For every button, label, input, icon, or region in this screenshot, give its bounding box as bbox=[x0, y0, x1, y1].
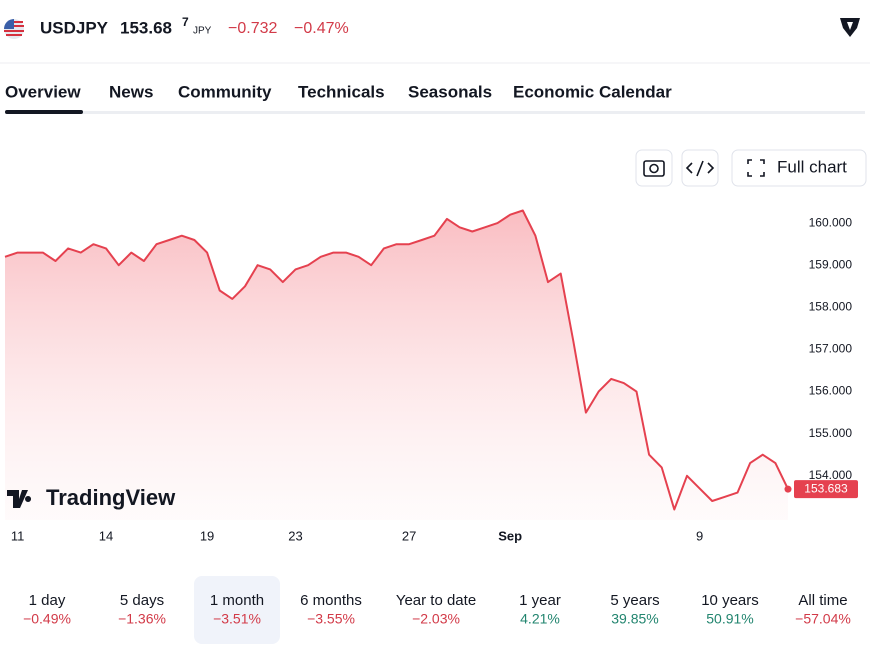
price-last-digit: 7 bbox=[182, 15, 189, 29]
currency: JPY bbox=[193, 26, 212, 37]
y-tick-label: 156.000 bbox=[809, 384, 853, 398]
period-change[interactable]: −3.55% bbox=[307, 611, 355, 627]
price-tag bbox=[794, 480, 858, 499]
y-tick-label: 160.000 bbox=[809, 215, 853, 229]
price: 153.68 bbox=[120, 18, 172, 37]
x-tick-label: Sep bbox=[498, 528, 522, 543]
x-tick-label: 19 bbox=[200, 528, 214, 543]
tab-track bbox=[5, 111, 865, 114]
tab[interactable]: News bbox=[109, 82, 153, 101]
price-line bbox=[4, 209, 789, 511]
tab[interactable]: Seasonals bbox=[408, 82, 492, 101]
embed-button[interactable] bbox=[681, 149, 719, 187]
selected-period-bg bbox=[194, 576, 280, 644]
y-tick-label: 159.000 bbox=[809, 257, 853, 271]
period-name[interactable]: 5 days bbox=[120, 592, 164, 609]
tab-active-underline bbox=[5, 110, 83, 114]
period-name[interactable]: 6 months bbox=[300, 592, 362, 609]
period-name[interactable]: 10 years bbox=[701, 592, 759, 609]
tab[interactable]: Economic Calendar bbox=[513, 82, 672, 101]
period-name[interactable]: 1 year bbox=[519, 592, 561, 609]
change: −0.732 bbox=[228, 20, 277, 37]
full-chart-label[interactable]: Full chart bbox=[777, 157, 847, 176]
watermark: TradingView bbox=[7, 485, 176, 510]
period-name[interactable]: Year to date bbox=[396, 592, 476, 609]
period-change[interactable]: −1.36% bbox=[118, 611, 166, 627]
tab[interactable]: Community bbox=[178, 82, 272, 101]
period-name[interactable]: 1 month bbox=[210, 592, 264, 609]
y-tick-label: 154.000 bbox=[809, 468, 853, 482]
tab[interactable]: Overview bbox=[5, 82, 81, 101]
watermark-text: TradingView bbox=[46, 485, 176, 510]
y-tick-label: 157.000 bbox=[809, 342, 853, 356]
x-tick-label: 23 bbox=[288, 528, 302, 543]
change-percent: −0.47% bbox=[294, 20, 349, 37]
y-tick-label: 155.000 bbox=[809, 426, 853, 440]
period-name[interactable]: 1 day bbox=[29, 592, 66, 609]
period-change[interactable]: 50.91% bbox=[706, 611, 753, 627]
x-tick-label: 27 bbox=[402, 528, 416, 543]
area bbox=[5, 210, 788, 520]
period-change[interactable]: −0.49% bbox=[23, 611, 71, 627]
period-name[interactable]: All time bbox=[798, 592, 847, 609]
flag bbox=[4, 19, 24, 39]
period-change[interactable]: −57.04% bbox=[795, 611, 851, 627]
symbol: USDJPY bbox=[40, 18, 109, 37]
period-change[interactable]: 4.21% bbox=[520, 611, 560, 627]
period-change[interactable]: 39.85% bbox=[611, 611, 658, 627]
period-change[interactable]: −3.51% bbox=[213, 611, 261, 627]
y-tick-label: 158.000 bbox=[809, 300, 853, 314]
x-tick-label: 9 bbox=[696, 528, 703, 543]
tab[interactable]: Technicals bbox=[298, 82, 385, 101]
full-chart-button[interactable]: Full chart bbox=[731, 149, 867, 187]
x-tick-label: 14 bbox=[99, 528, 113, 543]
x-tick-label: 11 bbox=[11, 528, 25, 543]
snapshot-button[interactable] bbox=[635, 149, 673, 187]
period-change[interactable]: −2.03% bbox=[412, 611, 460, 627]
price-tag-label: 153.683 bbox=[804, 481, 848, 495]
period-name[interactable]: 5 years bbox=[610, 592, 659, 609]
last-point bbox=[784, 485, 792, 493]
